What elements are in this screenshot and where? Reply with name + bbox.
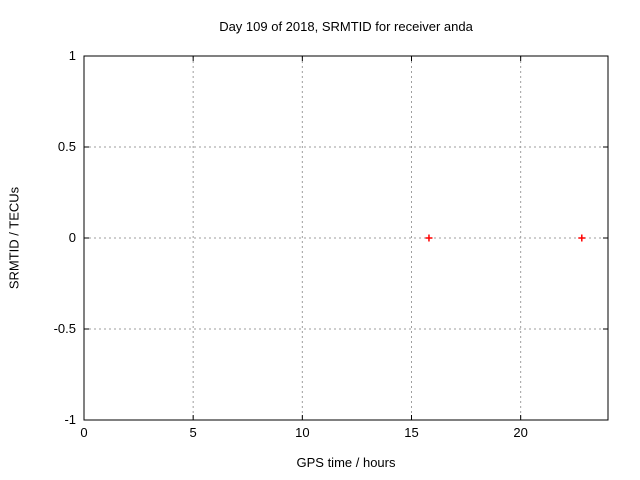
y-tick-label: 0	[69, 230, 76, 245]
y-tick-label: -1	[64, 412, 76, 427]
chart-title: Day 109 of 2018, SRMTID for receiver and…	[219, 19, 473, 34]
data-point-marker	[425, 234, 433, 242]
x-tick-label: 20	[513, 425, 527, 440]
y-tick-label: -0.5	[54, 321, 76, 336]
y-tick-label: 0.5	[58, 139, 76, 154]
plot-border	[83, 55, 609, 421]
x-tick-label: 15	[404, 425, 418, 440]
data-point-marker	[578, 234, 586, 242]
x-tick-label: 5	[190, 425, 197, 440]
x-tick-label: 10	[295, 425, 309, 440]
x-tick-label: 0	[80, 425, 87, 440]
x-axis-label: GPS time / hours	[296, 455, 396, 470]
y-tick-label: 1	[69, 48, 76, 63]
